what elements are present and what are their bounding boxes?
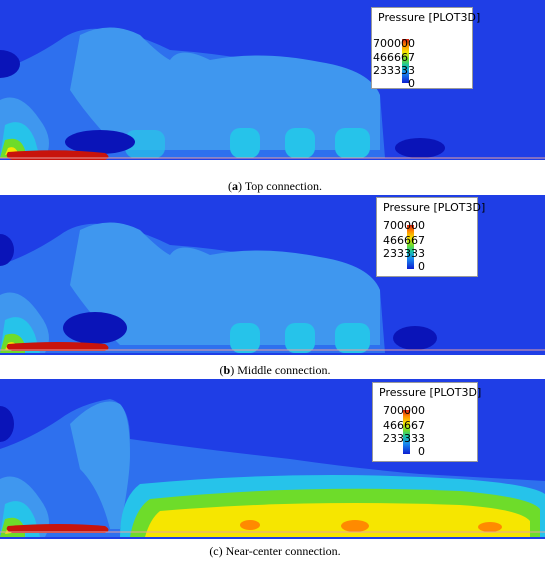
panel-caption: (c) Near-center connection.	[0, 544, 550, 559]
legend-title: Pressure [PLOT3D]	[378, 11, 481, 24]
legend-tick: 466667	[373, 51, 415, 64]
legend-tick: 700000	[383, 219, 425, 232]
legend-tick: 233333	[373, 64, 415, 77]
legend-tick: 466667	[383, 419, 425, 432]
legend-tick: 700000	[383, 404, 425, 417]
caption-text: Top connection.	[244, 179, 322, 193]
legend-tick: 0	[418, 260, 425, 273]
legend-title: Pressure [PLOT3D]	[379, 386, 482, 399]
caption-text: Middle connection.	[237, 363, 331, 377]
legend-tick: 0	[418, 445, 425, 458]
legend-colorbar	[403, 410, 410, 454]
pressure-legend: Pressure [PLOT3D] 700000 466667 233333 0	[371, 7, 480, 89]
legend-tick: 233333	[383, 432, 425, 445]
legend-tick: 700000	[373, 37, 415, 50]
panel-label: a	[232, 179, 239, 193]
panel-label: b	[223, 363, 231, 377]
pressure-legend: Pressure [PLOT3D] 700000 466667 233333 0	[376, 197, 485, 277]
legend-title: Pressure [PLOT3D]	[383, 201, 486, 214]
caption-text: Near-center connection.	[225, 544, 341, 558]
panel-label: (c)	[209, 544, 223, 558]
legend-tick: 233333	[383, 247, 425, 260]
legend-tick: 0	[408, 77, 415, 90]
panel-caption: (a) Top connection.	[228, 179, 322, 193]
legend-colorbar	[407, 225, 414, 269]
legend-colorbar	[402, 39, 409, 83]
pressure-legend: Pressure [PLOT3D] 700000 466667 233333 0	[372, 382, 482, 462]
panel-caption: (b) Middle connection.	[219, 363, 331, 377]
legend-tick: 466667	[383, 234, 425, 247]
